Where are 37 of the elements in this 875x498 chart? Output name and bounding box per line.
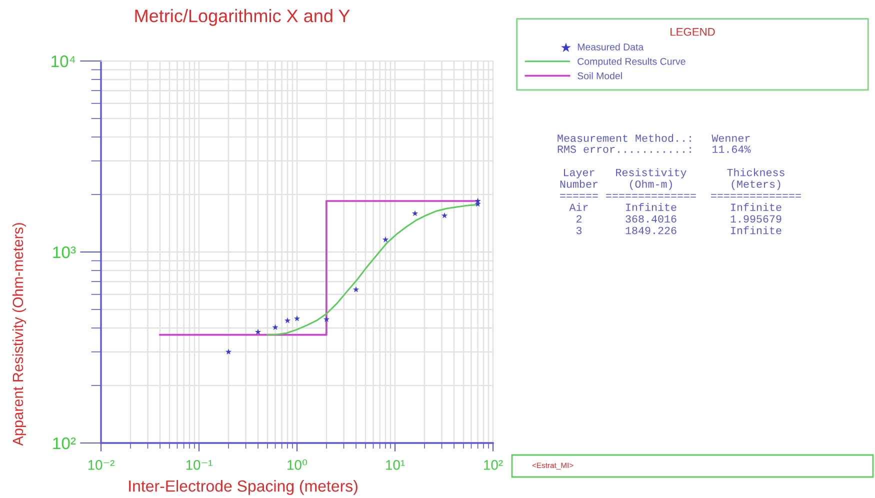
y-axis-title: Apparent Resistivity (Ohm-meters): [12, 223, 26, 446]
text: ==============: [606, 194, 696, 198]
text: Measurement Method..:: [558, 134, 691, 142]
text: RMS error...........:: [558, 146, 691, 153]
text: Air: [569, 203, 588, 211]
text: ======: [560, 194, 598, 198]
x-tick-label: 10⁰: [288, 459, 308, 470]
text: 3: [576, 226, 582, 234]
x-axis-title: Inter-Electrode Spacing (meters): [129, 480, 358, 495]
x-tick-label: 10²: [484, 460, 503, 470]
text: Wenner: [712, 134, 750, 142]
text: 1849.226: [626, 226, 676, 234]
text: 368.4016: [626, 215, 676, 223]
text: (Meters): [732, 180, 780, 190]
text: Infinite: [731, 203, 782, 212]
x-tick-label: 10⁻¹: [186, 460, 212, 470]
text: 11.64%: [712, 146, 751, 153]
text: 2: [576, 215, 582, 222]
text: Number: [560, 180, 598, 188]
legend-label: Measured Data: [578, 43, 644, 50]
text: Resistivity: [616, 168, 686, 178]
text: Infinite: [626, 203, 676, 212]
x-tick-label: 10⁻²: [88, 460, 114, 470]
y-tick-label: 10²: [53, 437, 76, 450]
text: 1.995679: [730, 215, 782, 223]
legend-label: Computed Results Curve: [578, 58, 686, 67]
text: Layer: [564, 168, 594, 178]
legend-label: Soil Model: [578, 72, 622, 80]
y-tick-label: 10³: [53, 246, 76, 258]
y-tick-label: 10⁴: [52, 55, 76, 68]
text: ==============: [711, 194, 801, 198]
text: Thickness: [727, 168, 784, 176]
x-tick-label: 10¹: [386, 460, 405, 470]
chart-title: Metric/Logarithmic X and Y: [135, 9, 350, 26]
text: Infinite: [731, 226, 782, 234]
text: (Ohm-m): [630, 180, 672, 190]
legend-title: LEGEND: [670, 28, 715, 36]
